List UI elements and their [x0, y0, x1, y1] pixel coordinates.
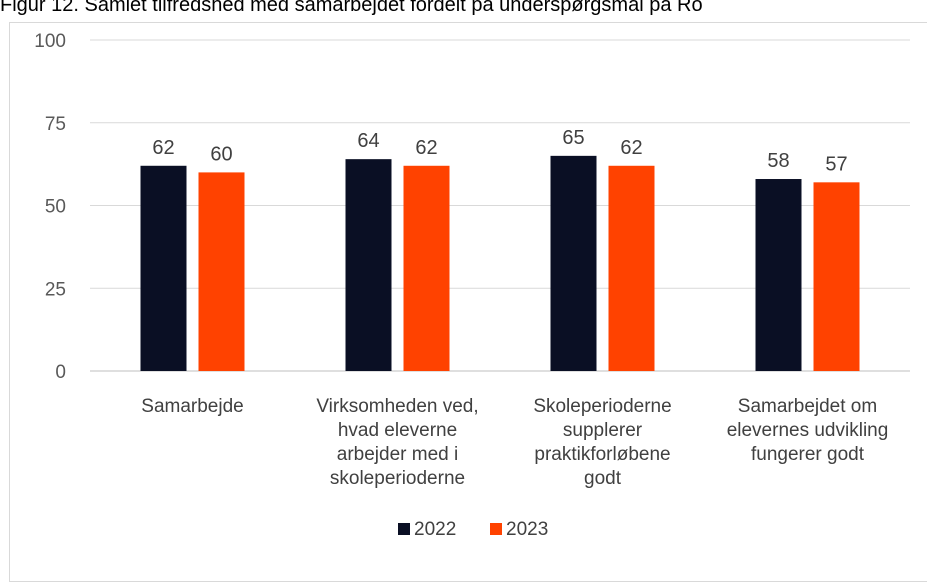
x-category-label-line: Samarbejde: [141, 396, 243, 417]
bar-2023-2: [403, 165, 450, 371]
bar-2022-3: [550, 155, 597, 371]
y-tick-label: 100: [34, 31, 66, 52]
y-tick-label: 25: [45, 279, 66, 300]
x-category-label-line: Samarbejdet om: [738, 396, 877, 417]
x-category-label-line: Virksomheden ved,: [316, 396, 478, 417]
x-category-label-line: hvad eleverne: [338, 420, 457, 441]
x-category-label-line: supplerer: [563, 420, 643, 441]
legend-swatch-2023: [490, 523, 502, 535]
x-category-label-line: Skoleperioderne: [533, 396, 671, 417]
data-label: 57: [825, 153, 847, 175]
bar-2023-3: [608, 165, 655, 371]
x-category-label-line: skoleperioderne: [330, 468, 465, 489]
x-category-label: Samarbejdet om elevernes udvikling fungere…: [727, 396, 889, 465]
bar-2023-1: [198, 172, 245, 371]
x-category-label-line: arbejder med i: [337, 444, 458, 465]
x-category-label: Virksomheden ved, hvad eleverne arbejder m…: [316, 396, 478, 489]
y-tick-label: 0: [55, 362, 66, 383]
chart-title: Figur 12. Samlet tilfredshed med samarbe…: [0, 0, 703, 16]
data-label: 62: [620, 137, 642, 159]
data-label: 65: [562, 127, 584, 149]
legend-swatch-2022: [398, 523, 410, 535]
data-label: 60: [210, 143, 232, 165]
legend-label: 2023: [506, 519, 548, 540]
data-label: 62: [152, 137, 174, 159]
x-category-label-line: elevernes udvikling: [727, 420, 889, 441]
data-label: 62: [415, 137, 437, 159]
x-category-label-line: praktikforløbene: [534, 444, 670, 465]
bar-2022-2: [345, 159, 392, 371]
x-category-label-line: godt: [584, 468, 622, 489]
data-label: 58: [767, 150, 789, 172]
x-category-label: Skoleperioderne supplerer praktikforløbene…: [533, 396, 671, 489]
y-tick-label: 75: [45, 114, 66, 135]
data-label: 64: [357, 130, 379, 152]
bar-chart: 0 25 50 75 100 62 60 Samarbejde 64 62 Virksomheden…: [34, 31, 910, 540]
bar-2022-1: [140, 165, 187, 371]
bar-2023-4: [813, 182, 860, 371]
x-category-label: Samarbejde: [141, 396, 243, 417]
legend-label: 2022: [414, 519, 456, 540]
x-category-label-line: fungerer godt: [751, 444, 865, 465]
bar-2022-4: [755, 179, 802, 371]
y-tick-label: 50: [45, 197, 66, 218]
